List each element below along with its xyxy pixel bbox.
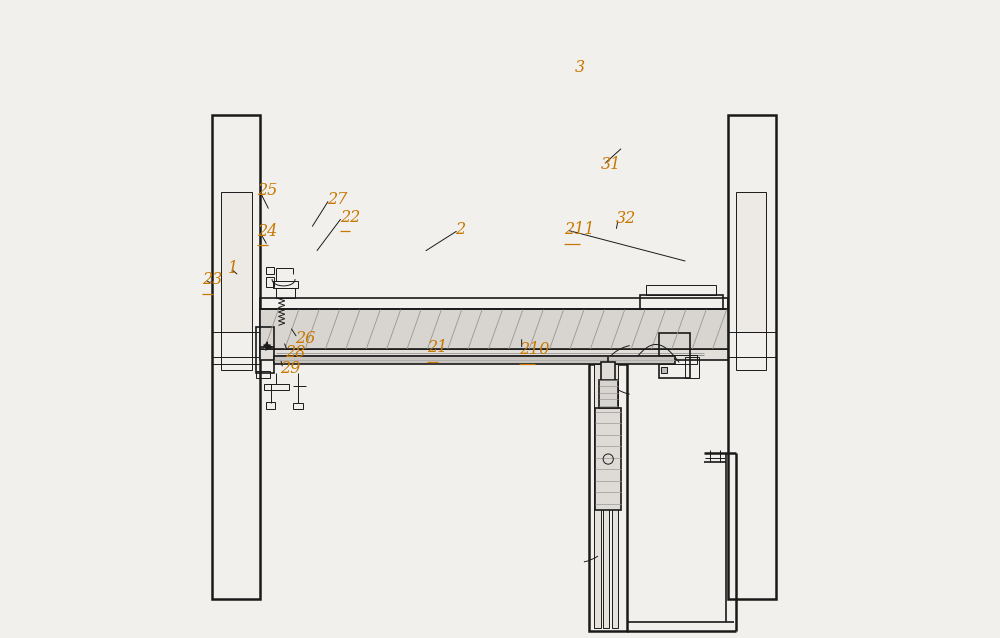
Text: 29: 29 <box>280 360 301 377</box>
Text: 22: 22 <box>340 209 360 226</box>
Bar <box>256 371 270 378</box>
Bar <box>293 403 303 410</box>
Bar <box>260 309 728 349</box>
Bar <box>274 356 675 364</box>
Bar <box>266 402 275 410</box>
Bar <box>266 277 274 287</box>
Bar <box>685 357 699 378</box>
Text: 28: 28 <box>285 344 306 360</box>
Text: 1: 1 <box>228 260 238 276</box>
Bar <box>256 327 274 373</box>
Bar <box>221 332 252 370</box>
Bar <box>264 384 289 390</box>
Text: 23: 23 <box>202 271 222 288</box>
Text: 2: 2 <box>455 221 466 239</box>
Text: 24: 24 <box>257 223 277 240</box>
Bar <box>736 332 766 370</box>
Bar <box>276 288 295 298</box>
Bar <box>266 267 274 274</box>
Bar <box>728 115 776 599</box>
Bar <box>603 364 609 628</box>
Text: 21: 21 <box>427 339 447 356</box>
Bar <box>595 408 621 510</box>
Bar <box>212 115 260 599</box>
Text: ✚: ✚ <box>262 341 270 352</box>
Bar <box>221 191 252 332</box>
Text: 210: 210 <box>519 341 549 358</box>
Bar <box>659 355 697 364</box>
Bar <box>589 364 627 631</box>
Text: 3: 3 <box>575 59 585 76</box>
Bar <box>273 281 298 288</box>
Text: 25: 25 <box>257 182 277 199</box>
Bar <box>659 333 690 378</box>
Bar <box>601 362 615 380</box>
Bar <box>646 285 716 295</box>
Bar <box>612 364 618 628</box>
Bar <box>661 367 667 373</box>
Bar <box>599 380 618 408</box>
Bar <box>661 358 667 364</box>
Bar <box>594 364 601 628</box>
Bar <box>260 298 728 309</box>
Bar <box>736 191 766 332</box>
Text: 26: 26 <box>295 330 315 346</box>
Bar <box>260 349 728 360</box>
Text: 211: 211 <box>564 221 594 239</box>
Bar <box>640 295 723 309</box>
Text: 27: 27 <box>327 191 347 208</box>
Text: 31: 31 <box>601 156 621 174</box>
Text: 32: 32 <box>616 210 636 227</box>
